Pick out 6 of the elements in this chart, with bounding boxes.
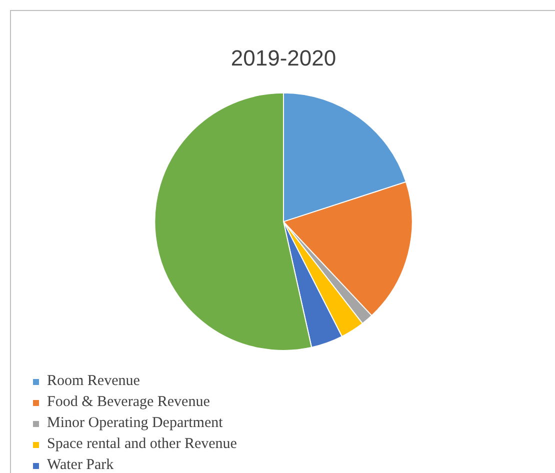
legend-label: Room Revenue bbox=[47, 373, 140, 390]
legend-label: Food & Beverage Revenue bbox=[47, 394, 210, 411]
legend-label: Space rental and other Revenue bbox=[47, 436, 237, 453]
chart-title: 2019-2020 bbox=[230, 45, 336, 70]
legend-label: Water Park bbox=[47, 457, 114, 473]
legend-label: Minor Operating Department bbox=[47, 415, 223, 432]
